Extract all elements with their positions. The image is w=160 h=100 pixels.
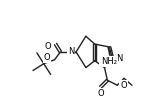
Text: O: O <box>97 89 104 98</box>
Text: O: O <box>45 42 52 50</box>
Text: N: N <box>68 47 74 56</box>
Text: NH₂: NH₂ <box>101 57 117 66</box>
Text: O: O <box>120 81 127 90</box>
Text: N: N <box>116 54 123 63</box>
Text: O: O <box>44 53 51 62</box>
Text: N: N <box>100 57 107 66</box>
